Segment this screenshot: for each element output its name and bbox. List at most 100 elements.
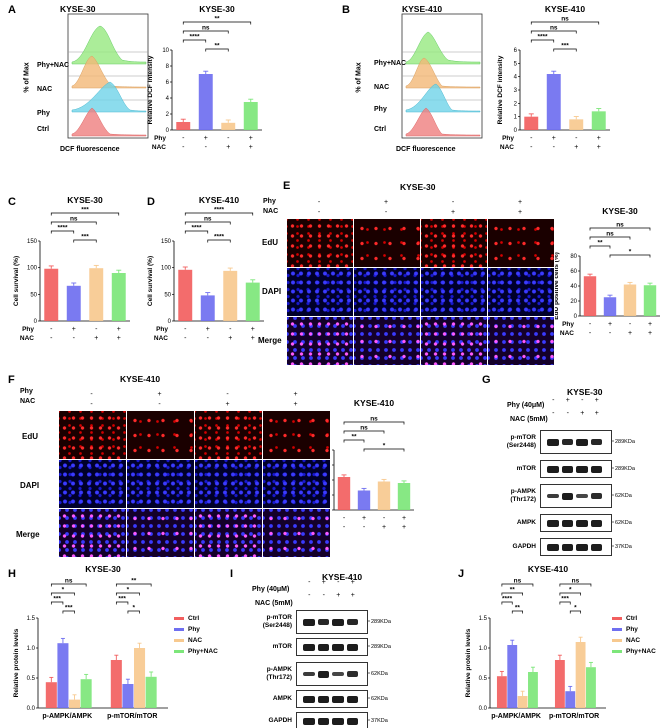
bar-e-phy-sign: - <box>589 321 592 328</box>
microscopy-e-row-dapi: DAPI <box>262 287 282 296</box>
bar-j-sig-label: ** <box>515 605 521 612</box>
western-i-band <box>303 695 315 703</box>
bar-d-phy-sign: + <box>251 326 255 333</box>
bar-h-sig-bracket <box>50 583 87 587</box>
panel-letter-h: H <box>8 568 16 580</box>
bar-h-bar-phy <box>122 684 134 708</box>
bar-d-sig-label: **** <box>214 234 225 241</box>
bar-d-sig-label: **** <box>191 225 202 232</box>
bar-e-ytick-label: 20 <box>570 299 577 305</box>
microscopy-f-merge-image <box>262 508 331 558</box>
bar-d-sig-bracket <box>184 212 254 216</box>
microscopy-e-edu-image <box>487 218 555 268</box>
bar-a-sig-label: **** <box>189 34 200 41</box>
bar-d-bar-phy <box>200 295 215 321</box>
western-i-band <box>346 717 358 725</box>
bar-f-nac-sign: + <box>402 524 406 531</box>
bar-e-sig-bracket <box>609 254 651 258</box>
western-g-blot-mtor <box>540 460 612 478</box>
bar-a-nac-label: NAC <box>152 144 166 151</box>
microscopy-f-merge-image <box>194 508 263 558</box>
western-i-band <box>317 695 329 703</box>
bar-e-phy-label: Phy <box>562 321 574 328</box>
bar-h-sig-label: *** <box>65 605 73 612</box>
bar-c-ytick-label: 100 <box>27 266 38 272</box>
bar-b-sig-label: **** <box>537 34 548 41</box>
bar-h-sig-label: * <box>132 605 135 612</box>
bar-j-bar-phy <box>507 645 518 708</box>
western-g-phy-sign: + <box>595 397 599 404</box>
bar-h-legend-label: Phy+NAC <box>188 648 218 655</box>
bar-c-sig-label: *** <box>81 234 89 241</box>
western-g-band <box>547 519 559 527</box>
bar-h-sig-label: ** <box>131 578 137 585</box>
bar-f-phy-sign: - <box>343 515 346 522</box>
microscopy-f-nac-sign: + <box>225 401 229 408</box>
microscopy-e-edu-image <box>353 218 421 268</box>
bar-h-sig-bracket <box>50 592 75 596</box>
bar-j-legend-swatch <box>612 628 622 631</box>
bar-b-sig-bracket <box>530 39 555 43</box>
bar-c-bar-phy-nac <box>111 273 126 321</box>
bar-j-sig-label: **** <box>502 596 513 603</box>
bar-e-bar-ctrl <box>583 276 597 316</box>
microscopy-f-phy-sign: - <box>90 391 93 398</box>
bar-e-nac-sign: - <box>589 330 592 337</box>
western-i-band <box>346 643 358 651</box>
western-g-nac-sign: + <box>580 410 584 417</box>
western-g-size-label: 37KDa <box>615 544 633 550</box>
western-i-title: KYSE-410 <box>322 572 363 582</box>
bar-a-ytick-label: 4 <box>166 96 170 102</box>
western-g-band <box>561 543 573 551</box>
bar-f-bar-ctrl <box>337 477 351 510</box>
microscopy-e-merge-image <box>487 316 555 366</box>
bar-c-ytick-label: 150 <box>27 239 38 245</box>
bar-h-ytick-label: 0.0 <box>27 706 36 712</box>
bar-e-bar-nac <box>623 284 637 316</box>
bar-c-phy-sign: + <box>72 326 76 333</box>
bar-b-nac-label: NAC <box>500 144 514 151</box>
bar-j-ylabel: Relative protein levels <box>465 628 472 697</box>
western-i-nac-sign: + <box>336 592 340 599</box>
bar-h-sig-label: * <box>62 587 65 594</box>
bar-a-ytick-label: 6 <box>166 80 170 86</box>
western-g-band <box>590 493 602 499</box>
bar-j-sig-label: ns <box>514 578 522 585</box>
microscopy-e-merge-image <box>286 316 354 366</box>
bar-c-ytick-label: 50 <box>30 292 37 298</box>
microscopy-f-dapi-image <box>262 459 331 509</box>
bar-h-ytick-label: 1.5 <box>27 616 36 622</box>
bar-b-sig-label: *** <box>561 43 569 50</box>
bar-d-bar-ctrl <box>178 269 193 321</box>
microscopy-e-dapi-image <box>353 267 421 317</box>
microscopy-f-phy-sign: + <box>157 391 161 398</box>
western-i-phy-sign: - <box>308 579 311 586</box>
western-g-band <box>547 465 559 473</box>
bar-d-nac-sign: - <box>207 335 210 342</box>
bar-a-sig-bracket <box>182 39 207 43</box>
bar-h-sig-bracket <box>50 601 64 605</box>
bar-b-nac-sign: - <box>530 144 533 151</box>
bar-a-sig-label: ** <box>214 16 220 23</box>
bar-h-sig-bracket <box>62 610 75 614</box>
western-i-nac-label: NAC (5mM) <box>255 600 293 607</box>
microscopy-f-phy-sign: - <box>226 391 229 398</box>
bar-j-ytick-label: 1.5 <box>479 616 488 622</box>
bar-c-phy-label: Phy <box>22 326 34 333</box>
western-g-band <box>576 438 588 446</box>
bar-c-sig-bracket <box>50 221 97 225</box>
bar-f-bar-nac <box>377 481 391 510</box>
bar-b-bar-ctrl <box>524 116 539 130</box>
microscopy-f-nac-sign: - <box>158 401 161 408</box>
microscopy-f-nac-sign: - <box>90 401 93 408</box>
bar-d-sig-bracket <box>184 221 231 225</box>
microscopy-f-dapi-image <box>126 459 195 509</box>
bar-j-ytick-label: 0.0 <box>479 706 488 712</box>
western-g-protein-label: mTOR <box>517 465 537 472</box>
bar-e-sig-label: ns <box>616 222 624 229</box>
bar-e-sig-bracket <box>589 227 651 231</box>
bar-c-phy-sign: - <box>50 326 53 333</box>
western-g-phy-sign: + <box>566 397 570 404</box>
bar-a-phy-sign: + <box>249 135 253 142</box>
bar-h-bar-nac <box>69 699 81 708</box>
